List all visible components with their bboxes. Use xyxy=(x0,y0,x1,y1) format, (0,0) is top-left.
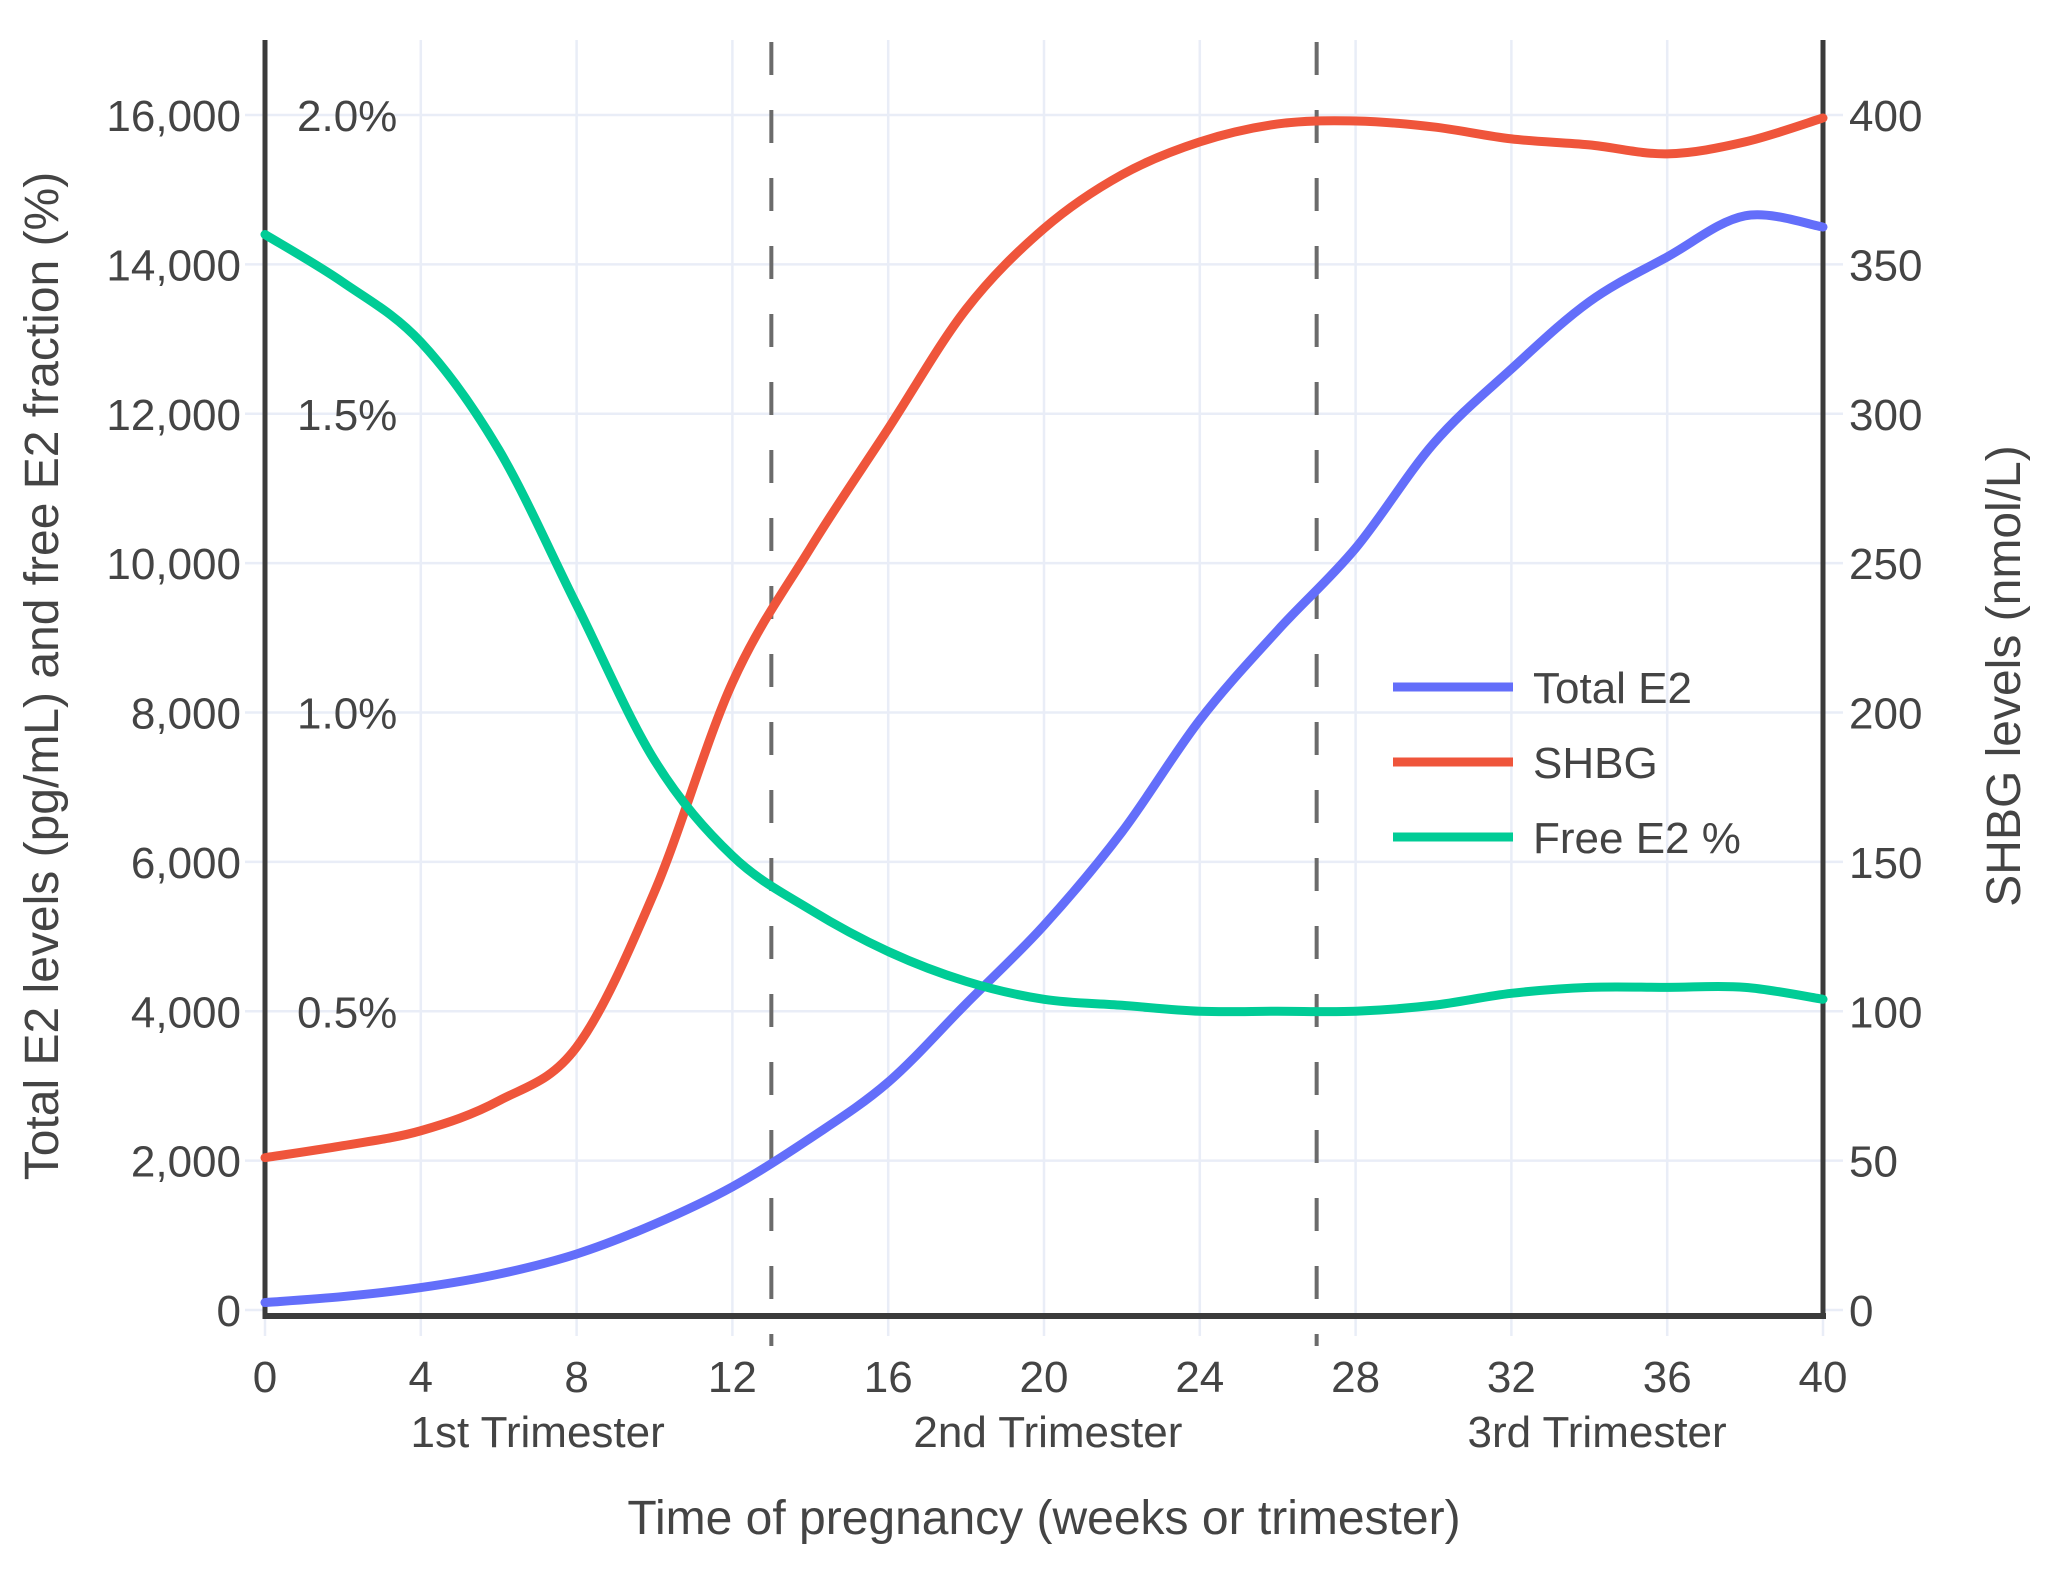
y-right-tick-label: 150 xyxy=(1849,839,1922,888)
y-axis-left-title: Total E2 levels (pg/mL) and free E2 frac… xyxy=(16,172,69,1180)
series-line-total-e2 xyxy=(260,210,1828,1308)
x-tick-label: 4 xyxy=(409,1353,433,1402)
x-tick-label: 32 xyxy=(1487,1353,1536,1402)
x-tick-label: 36 xyxy=(1643,1353,1692,1402)
legend-item-total-e2[interactable]: Total E2 xyxy=(1393,664,1692,713)
legend-label: SHBG xyxy=(1533,739,1658,788)
y-right-tick-label: 100 xyxy=(1849,988,1922,1037)
x-tick-label: 24 xyxy=(1175,1353,1224,1402)
x-axis-title: Time of pregnancy (weeks or trimester) xyxy=(627,1492,1460,1545)
y-left-tick-label: 14,000 xyxy=(106,241,241,290)
x-tick-label: 16 xyxy=(864,1353,913,1402)
y-right-tick-label: 400 xyxy=(1849,92,1922,141)
trimester-label: 1st Trimester xyxy=(411,1408,665,1457)
y-left-tick-label: 16,000 xyxy=(106,92,241,141)
x-tick-label: 0 xyxy=(253,1353,277,1402)
y-right-tick-label: 0 xyxy=(1849,1287,1873,1336)
free-e2-percent-tick-label: 1.5% xyxy=(297,391,397,440)
x-tick-label: 20 xyxy=(1020,1353,1069,1402)
x-tick-label: 28 xyxy=(1331,1353,1380,1402)
legend-item-shbg[interactable]: SHBG xyxy=(1393,739,1658,788)
y-axis-right-title: SHBG levels (nmol/L) xyxy=(1978,445,2031,906)
y-right-tick-label: 250 xyxy=(1849,540,1922,589)
y-left-tick-label: 8,000 xyxy=(131,690,241,739)
y-left-tick-label: 2,000 xyxy=(131,1138,241,1187)
y-left-tick-label: 0 xyxy=(217,1287,241,1336)
y-right-tick-label: 300 xyxy=(1849,391,1922,440)
y-left-tick-label: 10,000 xyxy=(106,540,241,589)
free-e2-percent-tick-label: 1.0% xyxy=(297,690,397,739)
free-e2-percent-tick-label: 0.5% xyxy=(297,988,397,1037)
series-line-shbg xyxy=(260,113,1828,1163)
y-right-tick-label: 200 xyxy=(1849,690,1922,739)
y-right-tick-label: 50 xyxy=(1849,1138,1898,1187)
series-line-free-e2- xyxy=(260,230,1828,1017)
trimester-label: 2nd Trimester xyxy=(913,1408,1182,1457)
legend-label: Total E2 xyxy=(1533,664,1692,713)
free-e2-percent-tick-label: 2.0% xyxy=(297,92,397,141)
legend-label: Free E2 % xyxy=(1533,814,1741,863)
x-tick-label: 40 xyxy=(1799,1353,1848,1402)
trimester-label: 3rd Trimester xyxy=(1468,1408,1727,1457)
legend-item-free-e2-[interactable]: Free E2 % xyxy=(1393,814,1741,863)
y-left-tick-label: 12,000 xyxy=(106,391,241,440)
y-left-tick-label: 4,000 xyxy=(131,988,241,1037)
x-tick-label: 8 xyxy=(564,1353,588,1402)
y-left-tick-label: 6,000 xyxy=(131,839,241,888)
y-right-tick-label: 350 xyxy=(1849,241,1922,290)
x-tick-label: 12 xyxy=(708,1353,757,1402)
